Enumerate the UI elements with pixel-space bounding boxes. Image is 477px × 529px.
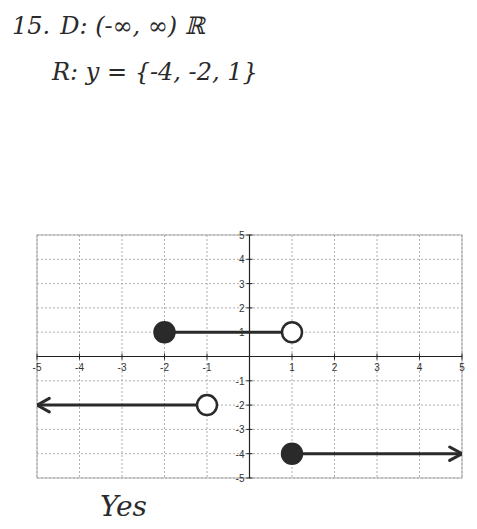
y-tick [247, 380, 253, 381]
y-tick [247, 307, 253, 308]
x-tick-label: -2 [160, 362, 169, 373]
x-tick [419, 354, 420, 360]
y-tick-label: 5 [239, 230, 245, 241]
grid-line [122, 235, 123, 478]
domain-note: D: (-∞, ∞) ℝ [59, 12, 207, 40]
y-tick-label: -1 [236, 376, 245, 387]
y-tick-label: 4 [239, 254, 245, 265]
y-tick-label: -5 [236, 473, 245, 484]
segment [37, 404, 207, 407]
x-tick [207, 354, 208, 360]
y-tick-label: -3 [236, 424, 245, 435]
grid-line [37, 429, 462, 430]
segment [292, 452, 462, 455]
x-tick-label: -3 [118, 362, 127, 373]
marks [37, 322, 462, 464]
x-tick [37, 354, 38, 360]
grid-line [37, 259, 462, 260]
grid-line [37, 453, 462, 454]
grid-line [292, 235, 293, 478]
grid-line [207, 235, 208, 478]
grid-line [37, 332, 462, 333]
y-tick-label: -2 [236, 400, 245, 411]
arrowhead [37, 398, 49, 411]
x-tick [164, 354, 165, 360]
y-tick-label: 2 [239, 303, 245, 314]
grid-line [37, 380, 462, 381]
y-tick [247, 478, 253, 479]
arrowhead [450, 447, 462, 460]
x-tick-label: 4 [417, 362, 423, 373]
open-endpoint [197, 395, 217, 415]
x-tick-label: -5 [33, 362, 42, 373]
grid [37, 235, 462, 478]
y-tick [247, 453, 253, 454]
y-tick [247, 429, 253, 430]
answer-note: Yes [100, 490, 147, 523]
y-tick [247, 235, 253, 236]
x-tick-label: 2 [332, 362, 338, 373]
root: 15. D: (-∞, ∞) ℝ R: y = {-4, -2, 1} Yes -5 -4… [0, 0, 477, 529]
grid-line [37, 405, 462, 406]
y-axis [249, 235, 250, 478]
x-tick [292, 354, 293, 360]
x-tick [377, 354, 378, 360]
x-tick-label: -1 [203, 362, 212, 373]
open-endpoint [282, 322, 302, 342]
title: 15. [12, 12, 50, 40]
y-tick [247, 405, 253, 406]
closed-endpoint [155, 322, 175, 342]
grid-line [79, 235, 80, 478]
y-tick-label: -4 [236, 449, 245, 460]
grid-line [334, 235, 335, 478]
x-tick [122, 354, 123, 360]
grid-line [37, 283, 462, 284]
range-note: R: y = {-4, -2, 1} [51, 58, 258, 86]
y-tick-label: 3 [239, 279, 245, 290]
y-tick [247, 283, 253, 284]
x-tick [462, 354, 463, 360]
x-tick-label: 5 [459, 362, 465, 373]
x-tick [79, 354, 80, 360]
grid-line [419, 235, 420, 478]
x-tick-label: -4 [75, 362, 84, 373]
grid-line [37, 307, 462, 308]
x-tick-label: 1 [289, 362, 295, 373]
closed-endpoint [282, 444, 302, 464]
x-tick-label: 3 [374, 362, 380, 373]
segment [165, 331, 293, 334]
chart: 15. D: (-∞, ∞) ℝ R: y = {-4, -2, 1} Yes -5 -4… [0, 0, 477, 529]
grid-line [164, 235, 165, 478]
grid-line [377, 235, 378, 478]
plot-frame [37, 235, 462, 478]
y-tick [247, 259, 253, 260]
x-tick [334, 354, 335, 360]
